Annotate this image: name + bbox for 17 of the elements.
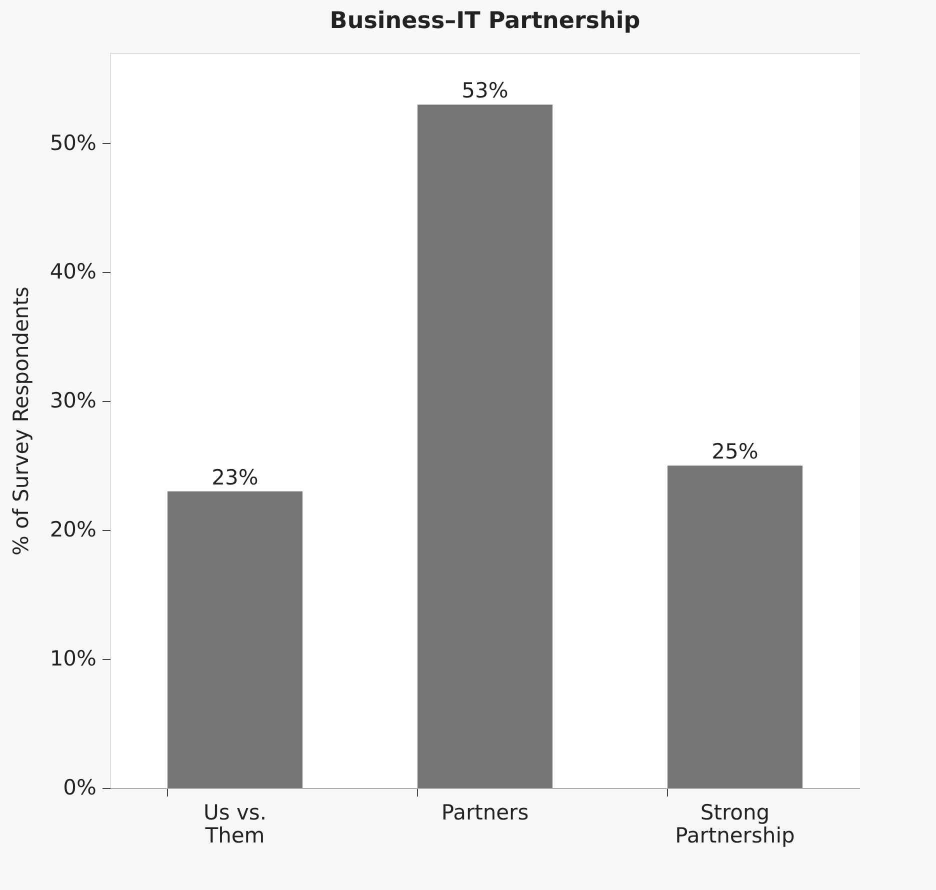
data-label: 53% — [462, 78, 508, 103]
y-axis-title: % of Survey Respondents — [8, 286, 33, 556]
bar — [168, 491, 302, 788]
bar — [418, 104, 552, 788]
y-tick-label: 0% — [63, 776, 96, 800]
y-tick-label: 30% — [50, 388, 96, 413]
x-tick-label: Partners — [441, 800, 529, 824]
y-tick-label: 10% — [50, 646, 96, 671]
x-tick-label: Us vs. Them — [203, 800, 267, 848]
data-label: 23% — [212, 465, 258, 490]
y-tick-label: 40% — [50, 260, 96, 284]
chart-title: Business–IT Partnership — [330, 8, 640, 34]
x-tick-label: Strong Partnership — [675, 800, 795, 848]
data-label: 25% — [712, 440, 758, 464]
bar — [668, 466, 802, 788]
y-tick-label: 20% — [50, 518, 96, 542]
y-tick-label: 50% — [50, 130, 96, 155]
